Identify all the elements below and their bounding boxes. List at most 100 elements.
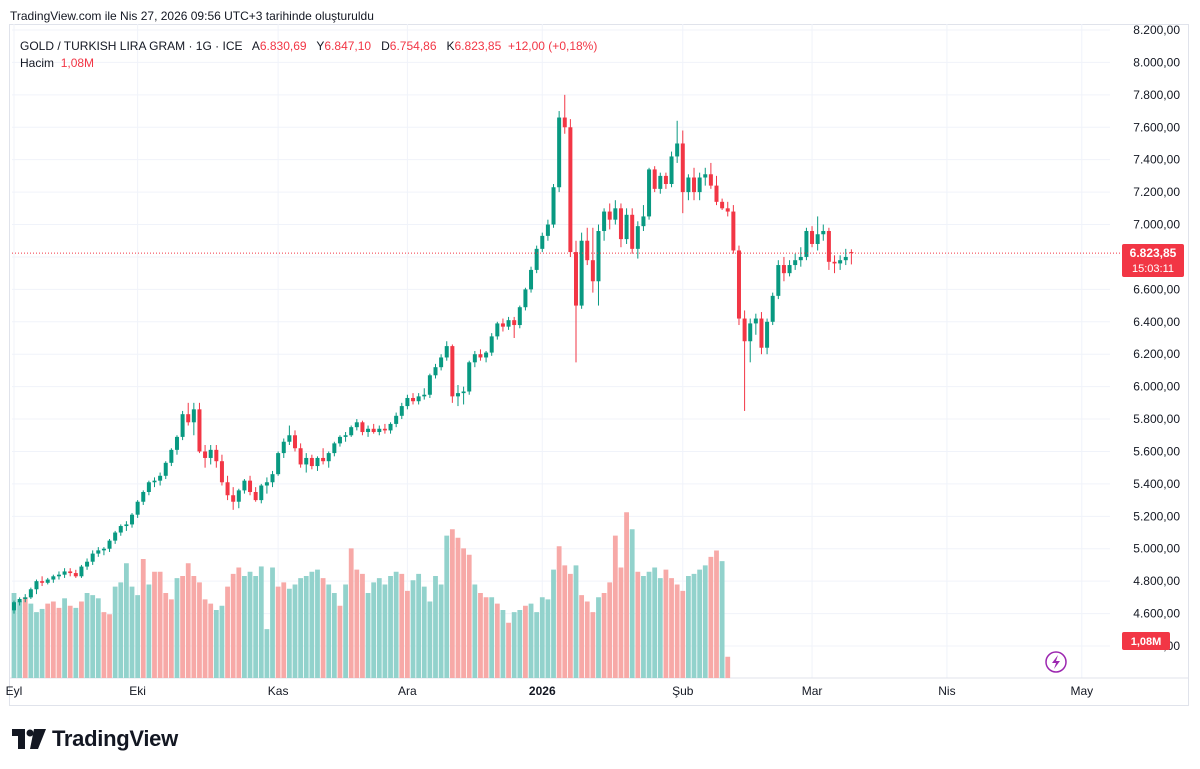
volume-bar: [461, 548, 466, 678]
volume-bar: [405, 590, 410, 678]
volume-bar: [152, 571, 157, 678]
y-tick-label: 5.200,00: [1133, 509, 1180, 523]
candle-body: [590, 260, 595, 282]
candle-body: [843, 256, 848, 261]
candle-body: [759, 318, 764, 348]
volume-bar: [270, 567, 275, 678]
chart-frame: [9, 24, 1189, 706]
candle-body: [753, 318, 758, 324]
high-label: Y: [316, 39, 325, 53]
y-tick-label: 4.800,00: [1133, 574, 1180, 588]
volume-bar: [309, 571, 315, 678]
volume-bar: [67, 605, 73, 678]
candle-body: [276, 453, 281, 475]
candle-body: [652, 169, 657, 189]
candle-body: [130, 514, 135, 525]
volume-bar: [337, 605, 343, 678]
volume-bar: [17, 601, 23, 678]
volume-bar: [354, 569, 360, 678]
candle-body: [293, 435, 297, 449]
candle-body: [169, 449, 174, 463]
lightning-icon[interactable]: [1045, 651, 1067, 673]
candle-body: [332, 443, 337, 454]
candle-body: [551, 187, 556, 225]
candle-body: [714, 185, 719, 202]
tradingview-logo-icon: [12, 729, 46, 749]
y-tick-label: 7.800,00: [1133, 88, 1180, 102]
candle-body: [28, 589, 33, 598]
candle-body: [79, 566, 84, 577]
change-value: +12,00 (+0,18%): [507, 39, 598, 53]
open-value: 6.830,69: [259, 39, 307, 53]
price-axis[interactable]: 8.200,00 8.000,00 7.800,00 7.600,00 7.400,00…: [1133, 23, 1180, 653]
volume-bar: [191, 576, 197, 678]
y-tick-label: 7.200,00: [1133, 185, 1180, 199]
volume-bar: [242, 576, 247, 678]
candle-body: [641, 216, 646, 227]
symbol-title[interactable]: GOLD / TURKISH LIRA GRAM · 1G · ICE: [20, 39, 243, 53]
candle-body: [776, 265, 781, 296]
candle-body: [624, 214, 629, 240]
x-tick-label: 2026: [529, 684, 556, 698]
candle-body: [669, 156, 674, 184]
open-label: A: [251, 39, 260, 53]
volume-bar: [365, 593, 371, 678]
volume-bar: [326, 584, 332, 678]
candle-body: [613, 208, 618, 220]
volume-bars: [11, 512, 731, 678]
candle-body: [686, 177, 691, 193]
volume-bar: [371, 582, 377, 678]
candle-body: [354, 422, 359, 428]
candle-body: [725, 208, 730, 212]
volume-bar: [562, 565, 568, 678]
volume-bar: [208, 603, 214, 678]
legend-volume-row: Hacim 1,08M: [20, 55, 597, 72]
time-axis[interactable]: Eyl Eki Kas Ara 2026 Şub Mar Nis May: [6, 684, 1093, 698]
volume-bar: [174, 578, 180, 678]
candle-body: [124, 524, 129, 527]
volume-bar: [708, 556, 714, 678]
volume-bar: [118, 582, 124, 678]
candle-body: [152, 480, 157, 483]
candle-body: [146, 482, 151, 492]
candle-body: [798, 256, 803, 261]
volume-bar: [163, 593, 169, 678]
volume-bar: [264, 629, 270, 678]
candle-body: [568, 127, 573, 253]
volume-bar: [62, 598, 67, 678]
volume-bar: [534, 612, 540, 678]
volume-bar: [393, 571, 399, 678]
candle-body: [663, 175, 668, 184]
candle-body: [371, 428, 376, 433]
volume-bar: [455, 537, 461, 678]
volume-bar: [185, 563, 191, 678]
candle-body: [68, 571, 73, 574]
candle-body: [62, 571, 67, 575]
tradingview-brand: TradingView: [52, 726, 178, 751]
candle-body: [467, 362, 472, 392]
volume-bar: [112, 586, 118, 678]
candle-body: [675, 143, 680, 157]
candle-body: [174, 436, 179, 450]
volume-bar: [22, 597, 28, 678]
y-tick-label: 6.600,00: [1133, 282, 1180, 296]
high-value: 6.847,10: [324, 39, 372, 53]
candle-body: [186, 414, 191, 423]
y-tick-label: 6.000,00: [1133, 380, 1180, 394]
volume-bar: [686, 576, 691, 678]
volume-bar: [601, 593, 607, 678]
candle-body: [472, 354, 477, 363]
candle-body: [529, 269, 534, 290]
x-tick-label: Mar: [802, 684, 823, 698]
volume-bar: [124, 563, 129, 678]
candle-body: [236, 490, 241, 502]
candle-body: [630, 214, 635, 249]
candle-body: [826, 231, 831, 262]
candle-body: [326, 453, 331, 462]
volume-bar: [517, 610, 523, 678]
volume-label[interactable]: Hacim: [20, 56, 55, 70]
volume-bar: [680, 590, 686, 678]
candle-body: [17, 598, 22, 603]
tradingview-logo[interactable]: TradingView: [12, 726, 178, 752]
